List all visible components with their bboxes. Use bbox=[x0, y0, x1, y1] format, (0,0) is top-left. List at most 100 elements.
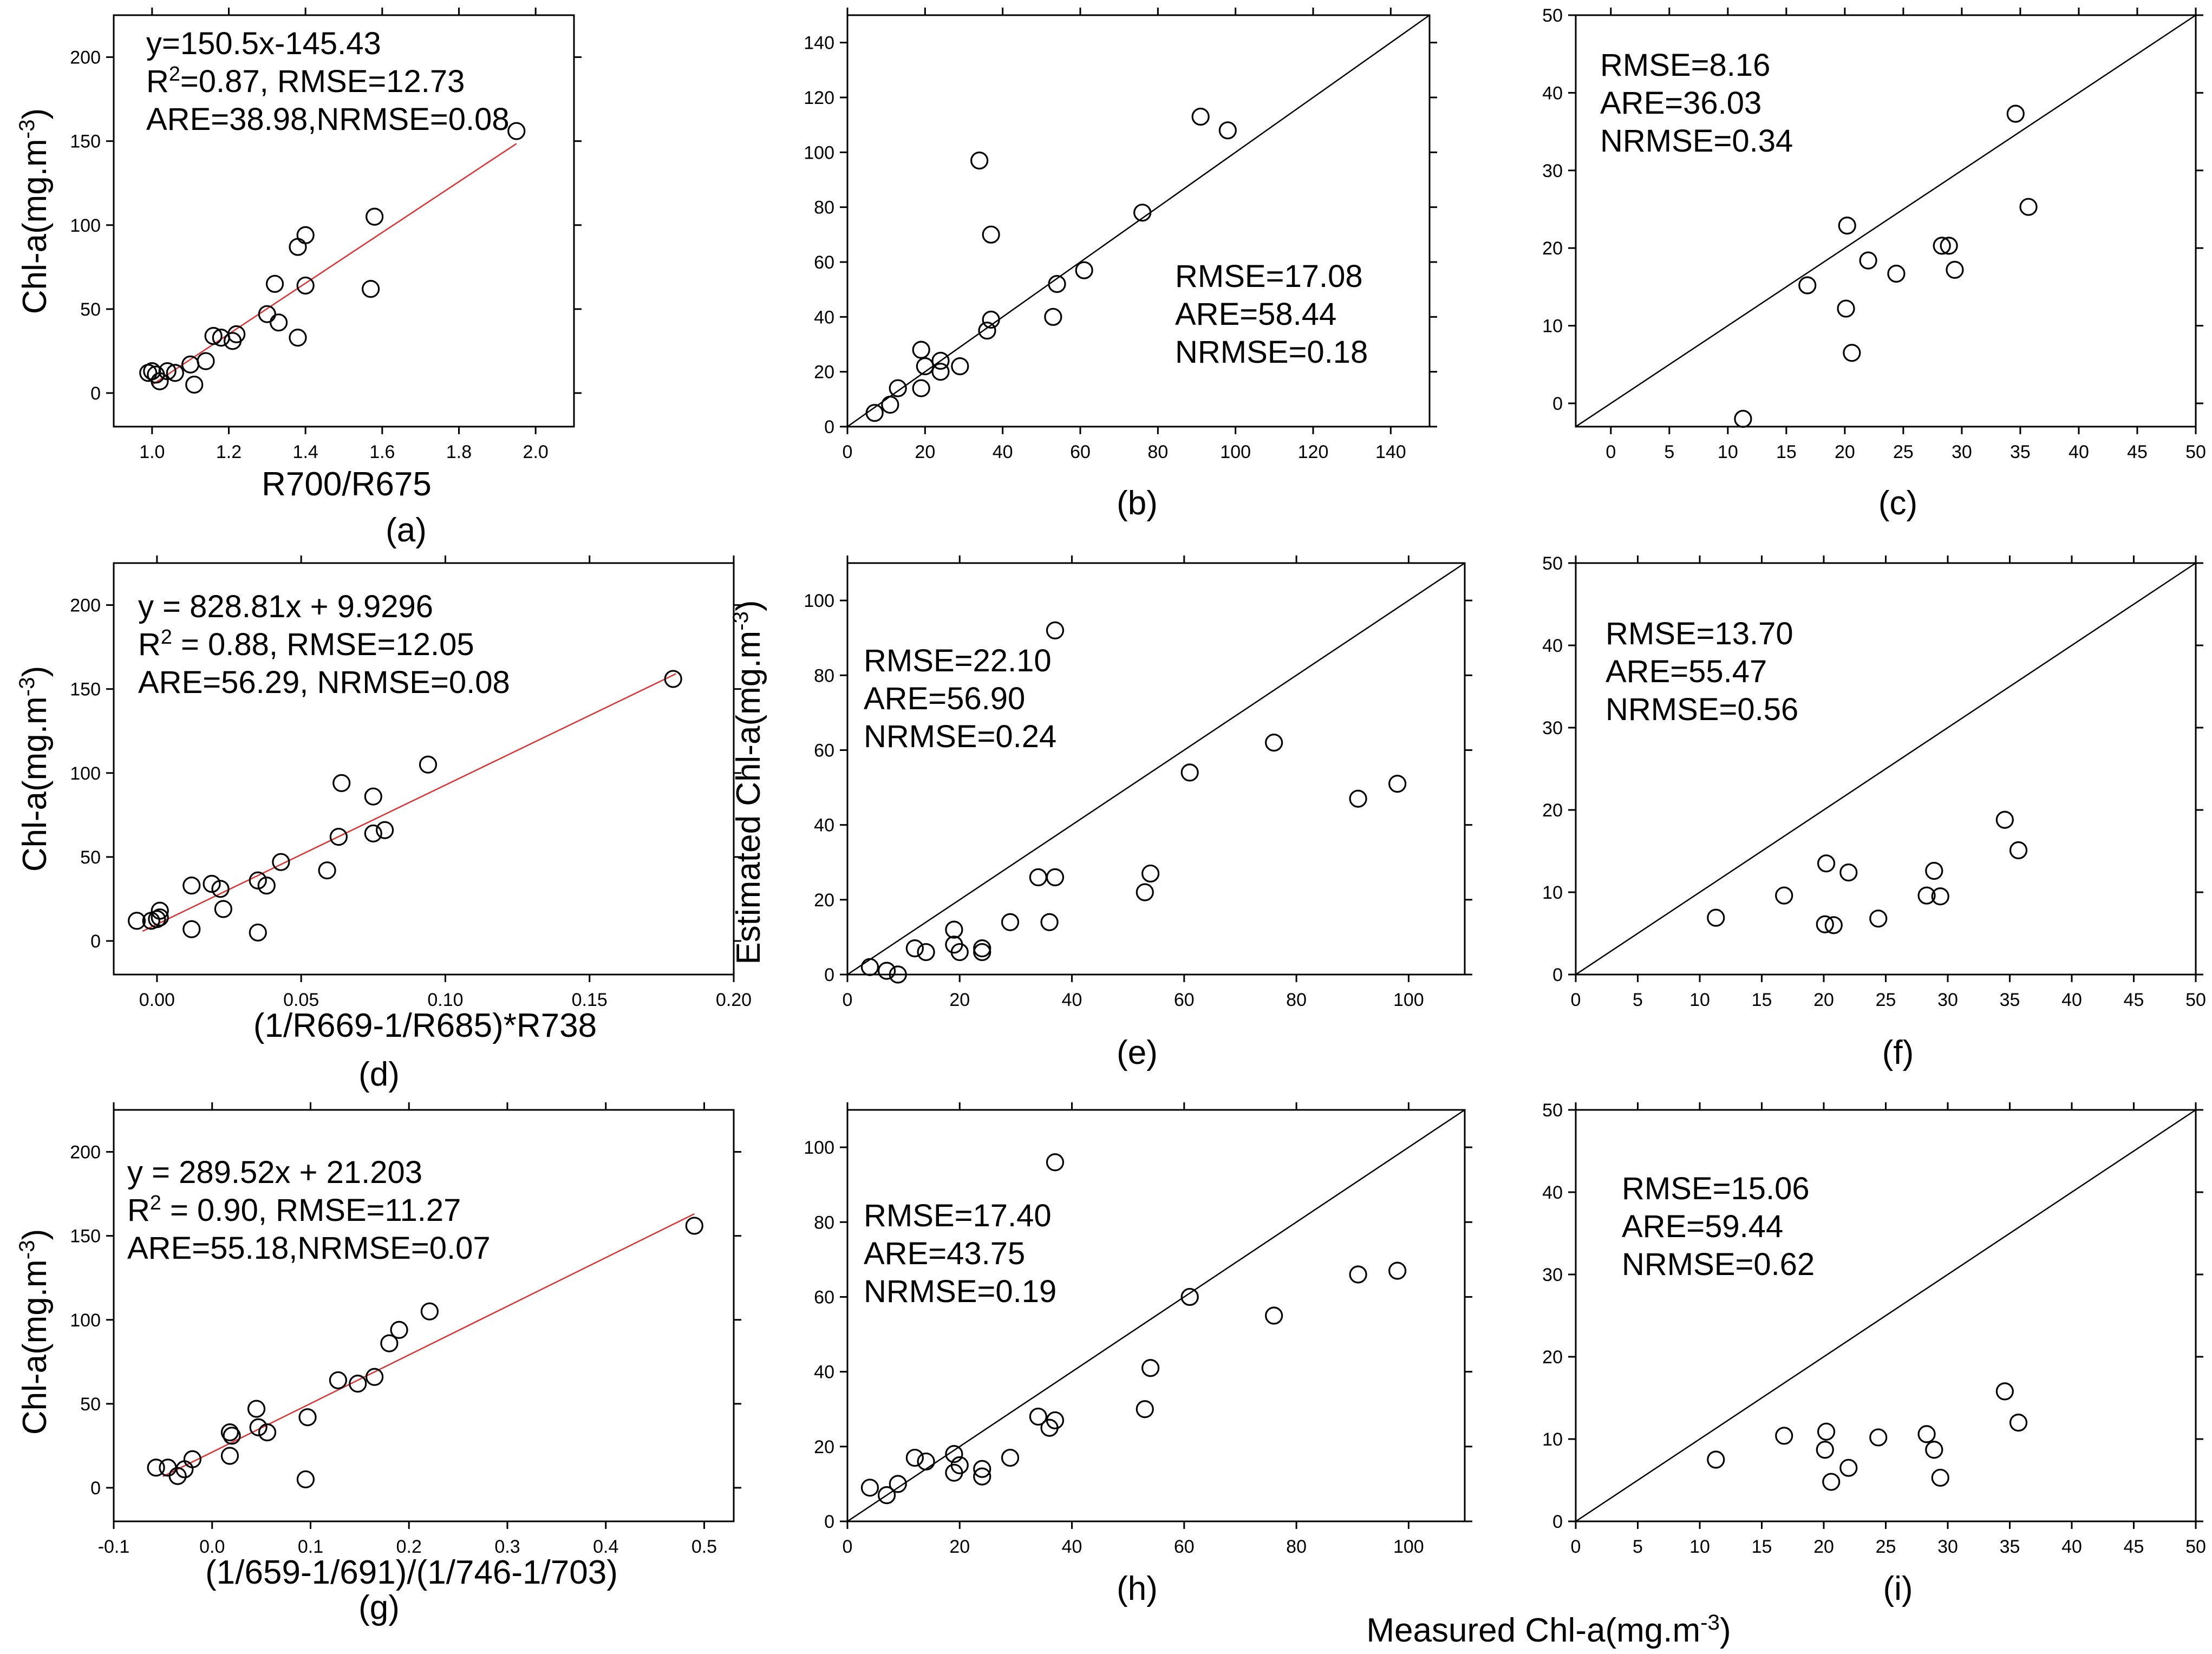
data-point bbox=[905, 939, 924, 958]
data-point bbox=[1775, 886, 1793, 905]
y-tick-label: 200 bbox=[70, 48, 101, 68]
data-point bbox=[889, 965, 907, 984]
data-point bbox=[1265, 1306, 1283, 1325]
panel-caption: (h) bbox=[1117, 1570, 1158, 1607]
data-point bbox=[945, 1445, 963, 1463]
x-tick-label: 30 bbox=[1937, 1537, 1958, 1557]
data-point bbox=[912, 341, 930, 359]
y-tick-label: 10 bbox=[1542, 1429, 1563, 1450]
data-point bbox=[249, 923, 267, 942]
x-tick-label: 1.2 bbox=[216, 442, 242, 462]
x-tick-label: 35 bbox=[2010, 442, 2031, 462]
data-point bbox=[1917, 886, 1936, 905]
x-tick-label: 0 bbox=[843, 442, 853, 462]
x-tick-label: 140 bbox=[1375, 442, 1406, 462]
data-point bbox=[197, 352, 215, 370]
data-point bbox=[912, 379, 930, 397]
data-point bbox=[1887, 264, 1906, 283]
data-point bbox=[1859, 251, 1877, 270]
panel-caption: (c) bbox=[1878, 485, 1917, 522]
y-tick-label: 20 bbox=[1542, 800, 1563, 821]
y-tick-label: 100 bbox=[804, 591, 834, 611]
data-point bbox=[1869, 1428, 1888, 1447]
data-point bbox=[151, 908, 169, 927]
x-tick-label: 5 bbox=[1664, 442, 1674, 462]
x-tick-label: 20 bbox=[1813, 990, 1834, 1010]
data-point bbox=[364, 787, 382, 806]
data-point bbox=[220, 1447, 239, 1465]
data-point bbox=[950, 1456, 969, 1474]
panel-caption: (f) bbox=[1882, 1034, 1914, 1071]
y-tick-label: 20 bbox=[1542, 1347, 1563, 1368]
y-tick-label: 60 bbox=[814, 740, 834, 761]
x-tick-label: 0 bbox=[843, 990, 853, 1010]
y-tick-label: 0 bbox=[824, 417, 834, 437]
data-point bbox=[982, 225, 1000, 244]
y-tick-label: 200 bbox=[70, 1142, 101, 1163]
panel-b: 0 20 40 60 80 100 120 140 0 20 40 60 80 100 120 140 RMSE… bbox=[804, 8, 1437, 522]
y-tick-label: 20 bbox=[814, 890, 834, 911]
y-tick-label: 60 bbox=[814, 1287, 834, 1307]
data-point bbox=[1044, 308, 1062, 326]
y-tick-label: 40 bbox=[1542, 1182, 1563, 1203]
data-point bbox=[1191, 107, 1210, 126]
y-tick-label: 0 bbox=[824, 965, 834, 985]
data-point bbox=[1029, 1407, 1047, 1426]
data-point bbox=[1180, 1287, 1199, 1306]
data-point bbox=[1141, 1359, 1160, 1377]
data-point bbox=[1734, 410, 1752, 428]
data-point bbox=[1925, 1441, 1943, 1459]
data-point bbox=[685, 1217, 703, 1235]
data-point bbox=[265, 274, 284, 293]
x-tick-label: 80 bbox=[1147, 442, 1168, 462]
data-point bbox=[917, 943, 935, 962]
y-tick-label: 40 bbox=[814, 307, 834, 328]
data-point bbox=[1136, 1400, 1154, 1418]
x-tick-label: 1.4 bbox=[293, 442, 318, 462]
data-point bbox=[1707, 1450, 1725, 1469]
data-point bbox=[973, 939, 991, 958]
stats-annotation: R2 = 0.90, RMSE=11.27 bbox=[127, 1191, 461, 1228]
data-point bbox=[982, 310, 1000, 329]
data-point bbox=[1822, 1473, 1841, 1491]
y-tick-label: 140 bbox=[804, 33, 834, 54]
y-tick-label: 100 bbox=[70, 1310, 101, 1331]
x-tick-label: 0 bbox=[1571, 990, 1581, 1010]
data-point bbox=[249, 871, 267, 890]
data-point bbox=[1265, 734, 1283, 752]
data-point bbox=[183, 1450, 201, 1468]
data-point bbox=[1001, 1448, 1020, 1467]
data-point bbox=[1843, 344, 1861, 362]
data-point bbox=[329, 828, 348, 846]
data-point bbox=[1946, 260, 1964, 279]
x-tick-label: 1.8 bbox=[446, 442, 472, 462]
data-point bbox=[881, 395, 899, 414]
y-tick-label: 0 bbox=[90, 931, 101, 952]
data-point bbox=[2019, 198, 2038, 216]
data-point bbox=[1817, 854, 1836, 873]
data-point bbox=[364, 824, 382, 843]
y-tick-label: 40 bbox=[814, 815, 834, 836]
x-tick-label: 60 bbox=[1174, 1537, 1195, 1557]
y-tick-label: 0 bbox=[1552, 965, 1563, 985]
data-point bbox=[1837, 299, 1855, 318]
x-tick-label: 20 bbox=[1813, 1537, 1834, 1557]
data-point bbox=[158, 362, 177, 381]
x-axis-label: (1/659-1/691)/(1/746-1/703) bbox=[205, 1554, 618, 1591]
y-tick-label: 0 bbox=[824, 1512, 834, 1532]
data-point bbox=[865, 404, 884, 422]
data-point bbox=[1180, 763, 1199, 782]
stats-annotation: ARE=56.29, NRMSE=0.08 bbox=[138, 665, 510, 700]
data-point bbox=[860, 1479, 879, 1497]
data-point bbox=[889, 1475, 907, 1493]
y-tick-label: 200 bbox=[70, 596, 101, 616]
data-point bbox=[380, 1334, 399, 1352]
y-tick-label: 120 bbox=[804, 88, 834, 108]
data-point bbox=[1388, 775, 1407, 793]
panel-h: 0 20 40 60 80 100 0 20 40 60 80 100 RMSE=17.40ARE=43… bbox=[804, 1102, 1472, 1607]
panel-c: 0 5 10 15 20 25 30 35 40 45 50 0 10 20 30 40 50 RMSE=8.16… bbox=[1542, 5, 2206, 522]
stats-annotation: RMSE=8.16 bbox=[1600, 48, 1770, 83]
data-point bbox=[1839, 863, 1858, 882]
x-tick-label: 80 bbox=[1286, 990, 1307, 1010]
y-tick-label: 50 bbox=[1542, 5, 1563, 26]
